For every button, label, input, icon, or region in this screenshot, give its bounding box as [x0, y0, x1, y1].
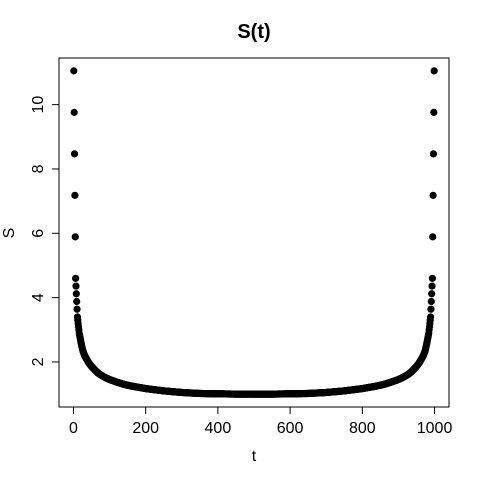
data-point [428, 290, 436, 298]
y-axis-label: S [1, 228, 18, 239]
data-point [430, 108, 438, 116]
y-axis: 2 4 6 8 10 [30, 96, 59, 366]
y-tick-label: 4 [30, 293, 47, 302]
data-point [70, 67, 78, 75]
x-tick-label: 400 [205, 420, 232, 437]
x-tick-label: 800 [349, 420, 376, 437]
data-point [73, 297, 81, 306]
data-point [72, 282, 80, 290]
x-tick-label: 600 [277, 420, 304, 437]
y-tick-label: 6 [30, 229, 47, 238]
data-point [72, 274, 80, 282]
data-point [430, 67, 438, 75]
data-point [71, 191, 79, 199]
x-axis: 0 200 400 600 800 1000 [69, 407, 452, 437]
data-point [427, 305, 435, 313]
x-tick-label: 200 [132, 420, 159, 437]
y-tick-label: 8 [30, 164, 47, 173]
x-tick-label: 1000 [417, 420, 453, 437]
plot-frame [58, 57, 450, 408]
data-point [70, 108, 78, 116]
data-points [70, 67, 438, 398]
data-point [429, 150, 438, 158]
data-point [426, 313, 435, 321]
data-point [429, 191, 437, 199]
data-point [70, 150, 79, 158]
data-point [71, 233, 79, 241]
chart-title: S(t) [237, 21, 270, 43]
data-point [429, 233, 437, 241]
x-tick-label: 0 [69, 420, 78, 437]
y-tick-label: 10 [30, 96, 47, 114]
y-tick-label: 2 [30, 357, 47, 366]
data-point [427, 297, 435, 306]
data-point [73, 305, 81, 313]
data-point [72, 290, 80, 298]
x-axis-label: t [252, 448, 257, 465]
data-point [428, 274, 436, 282]
data-point [428, 282, 436, 290]
